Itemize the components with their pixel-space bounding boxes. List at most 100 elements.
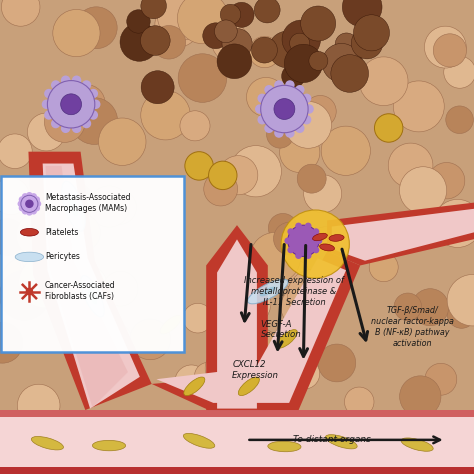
- Circle shape: [249, 36, 280, 68]
- Circle shape: [61, 124, 70, 133]
- Circle shape: [47, 81, 95, 128]
- Circle shape: [34, 208, 66, 240]
- Circle shape: [162, 0, 201, 31]
- Circle shape: [345, 387, 374, 417]
- Circle shape: [45, 101, 85, 142]
- Circle shape: [61, 75, 70, 85]
- Circle shape: [287, 228, 294, 235]
- Circle shape: [287, 295, 331, 340]
- Circle shape: [282, 20, 320, 59]
- Text: Cancer-Associated
Fibroblasts (CAFs): Cancer-Associated Fibroblasts (CAFs): [45, 281, 116, 301]
- Circle shape: [51, 80, 61, 90]
- Circle shape: [388, 143, 433, 188]
- Text: CXCL12
Expression: CXCL12 Expression: [232, 360, 279, 380]
- Circle shape: [434, 200, 474, 247]
- Circle shape: [245, 371, 293, 419]
- Circle shape: [64, 214, 100, 251]
- Circle shape: [68, 84, 105, 122]
- Circle shape: [274, 325, 302, 353]
- Polygon shape: [156, 258, 346, 403]
- Circle shape: [301, 6, 336, 41]
- Circle shape: [89, 89, 98, 98]
- Circle shape: [274, 99, 295, 119]
- Circle shape: [274, 128, 283, 138]
- Ellipse shape: [260, 287, 276, 296]
- Circle shape: [185, 152, 213, 180]
- Circle shape: [393, 81, 444, 132]
- Circle shape: [302, 115, 311, 125]
- Circle shape: [351, 27, 383, 59]
- Ellipse shape: [319, 244, 335, 251]
- Circle shape: [175, 365, 208, 398]
- Polygon shape: [332, 208, 474, 261]
- Circle shape: [49, 181, 94, 225]
- Circle shape: [345, 51, 362, 68]
- Circle shape: [177, 0, 228, 44]
- Circle shape: [99, 118, 146, 165]
- Circle shape: [103, 271, 138, 306]
- Circle shape: [44, 110, 54, 120]
- Circle shape: [284, 237, 291, 244]
- Circle shape: [20, 248, 50, 278]
- Circle shape: [67, 265, 107, 305]
- Circle shape: [304, 95, 336, 128]
- Polygon shape: [206, 225, 268, 410]
- Circle shape: [42, 100, 51, 109]
- Ellipse shape: [81, 275, 104, 317]
- Circle shape: [302, 93, 311, 103]
- Circle shape: [321, 126, 371, 175]
- Circle shape: [26, 192, 33, 199]
- Circle shape: [331, 55, 369, 92]
- Text: To distant organs: To distant organs: [293, 436, 371, 444]
- Circle shape: [27, 113, 65, 151]
- Ellipse shape: [276, 329, 297, 348]
- Circle shape: [216, 318, 252, 354]
- FancyBboxPatch shape: [0, 417, 474, 467]
- Circle shape: [217, 44, 252, 79]
- Circle shape: [220, 4, 241, 25]
- Circle shape: [261, 85, 308, 133]
- Circle shape: [425, 364, 457, 395]
- Circle shape: [302, 11, 326, 34]
- Circle shape: [0, 271, 49, 320]
- Circle shape: [290, 33, 310, 53]
- Circle shape: [140, 26, 170, 55]
- Circle shape: [335, 33, 358, 55]
- Ellipse shape: [69, 196, 78, 216]
- Polygon shape: [28, 152, 152, 410]
- Circle shape: [304, 175, 342, 213]
- Circle shape: [141, 0, 166, 19]
- Circle shape: [428, 163, 465, 199]
- Text: Platelets: Platelets: [45, 228, 78, 237]
- Text: Pericytes: Pericytes: [45, 253, 80, 261]
- Circle shape: [295, 85, 304, 94]
- Circle shape: [152, 26, 186, 59]
- Circle shape: [30, 193, 37, 200]
- Circle shape: [222, 28, 252, 59]
- Circle shape: [53, 9, 100, 57]
- Circle shape: [354, 15, 390, 51]
- Circle shape: [282, 260, 310, 288]
- Text: TGF-β/Smad/
nuclear factor-kappa
B (NF-κB) pathway
activation: TGF-β/Smad/ nuclear factor-kappa B (NF-κ…: [371, 306, 454, 348]
- Circle shape: [219, 155, 258, 195]
- Circle shape: [22, 193, 28, 200]
- Circle shape: [89, 110, 98, 120]
- Circle shape: [304, 104, 314, 114]
- Circle shape: [313, 246, 319, 253]
- Circle shape: [230, 146, 282, 197]
- Circle shape: [313, 228, 319, 235]
- Circle shape: [282, 64, 305, 88]
- Circle shape: [157, 0, 206, 40]
- Ellipse shape: [20, 228, 38, 236]
- Circle shape: [20, 269, 52, 300]
- Circle shape: [75, 7, 117, 49]
- Circle shape: [268, 213, 298, 243]
- Circle shape: [433, 34, 466, 67]
- Circle shape: [284, 101, 331, 148]
- Circle shape: [444, 56, 474, 88]
- Circle shape: [120, 23, 158, 61]
- Circle shape: [284, 44, 323, 82]
- Text: VEGF-A
Secretion: VEGF-A Secretion: [261, 319, 301, 339]
- Ellipse shape: [312, 233, 328, 241]
- Circle shape: [91, 100, 100, 109]
